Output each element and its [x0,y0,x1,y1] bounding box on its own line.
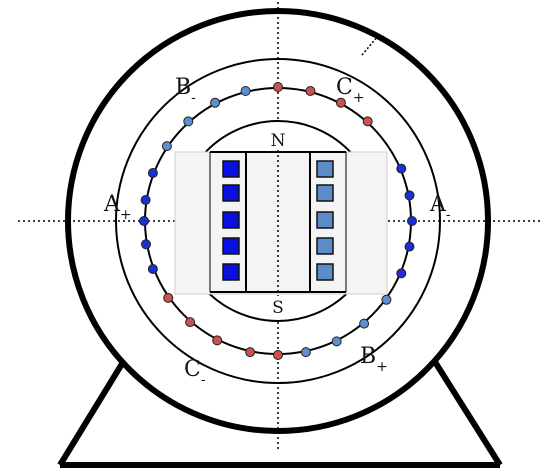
stator-conductor-icon [163,292,174,303]
stator-conductor-icon [381,294,392,305]
stator-conductor-icon [396,268,407,279]
label-b-plus: B+ [360,344,388,375]
stator-conductor-icon [300,347,311,358]
stator-conductor-icon [141,239,151,250]
rotor: N S [174,120,388,322]
field-coil-icon [222,211,240,229]
pole-label-south: S [272,298,284,318]
stator-conductor-icon [404,190,415,201]
stator-conductor-icon [331,336,342,347]
field-coil-icon [222,160,240,178]
rotor-panel [174,151,388,295]
field-coil-icon [316,160,334,178]
stator-conductor-icon [210,97,221,108]
stator-conductor-icon [362,116,373,127]
pole-label-north: N [271,131,286,151]
field-coil-icon [222,263,240,281]
stator-conductor-icon [273,82,283,92]
stator-conductors [139,82,417,360]
stator-conductor-icon [335,97,346,108]
stator-conductor-icon [147,168,158,178]
label-a-plus: A+ [103,192,132,223]
stator-conductor-icon [212,335,223,346]
label-c-plus: C+ [336,75,365,106]
label-a-minus: A- [429,192,451,223]
label-c-minus: C- [184,357,206,388]
field-coil-icon [316,184,334,202]
field-coil-icon [222,184,240,202]
stator-conductor-icon [407,216,417,226]
stator-conductor-icon [183,116,194,127]
field-coils [222,160,334,281]
stator-conductor-icon [359,318,370,329]
stator-conductor-icon [139,216,149,226]
stator-conductor-icon [404,241,415,252]
stator-conductor-icon [245,347,256,358]
label-b-minus: B- [175,75,196,106]
stator-conductor-icon [147,264,158,274]
stator-conductor-icon [240,86,251,96]
stator-conductor-icon [140,195,151,205]
stator-conductor-icon [185,317,196,328]
stator-conductor-icon [161,141,172,152]
stator-conductor-icon [273,350,283,360]
frame-dimension-tick [361,35,379,56]
stator-conductor-icon [305,86,316,96]
field-coil-icon [316,263,334,281]
machine-base [57,352,503,468]
stator-conductor-icon [396,163,407,174]
phase-labels: A+ A- B- B+ C+ C- [103,75,451,388]
field-coil-icon [316,211,334,229]
field-coil-icon [316,237,334,255]
field-coil-icon [222,237,240,255]
